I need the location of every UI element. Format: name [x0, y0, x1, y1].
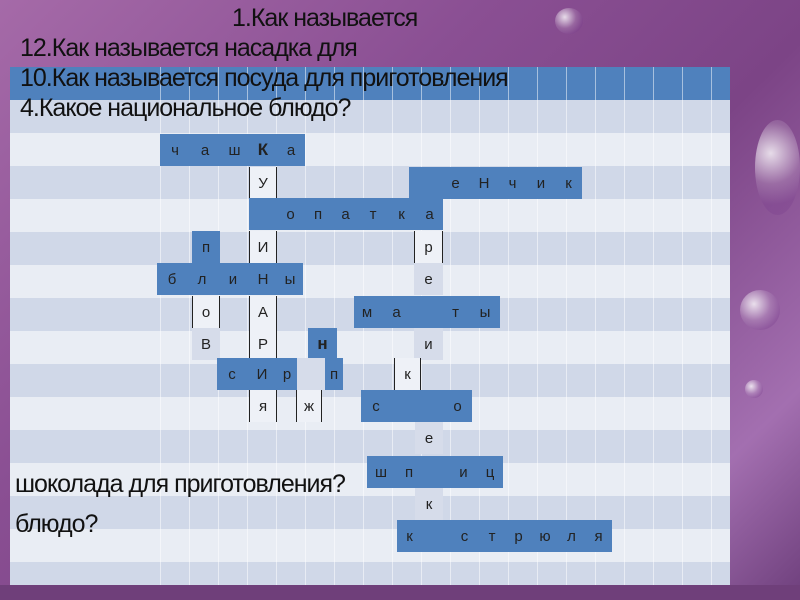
question-text: 12.Как называется насадка для: [20, 34, 358, 62]
question-text: шоколада для приготовления?: [15, 470, 346, 498]
crossword-cell[interactable]: [391, 390, 417, 422]
crossword-cell[interactable]: п: [304, 198, 332, 230]
crossword-cell[interactable]: ы: [277, 263, 303, 295]
water-drop: [555, 8, 583, 34]
crossword-cell[interactable]: Н: [249, 263, 277, 295]
question-text: блюдо?: [15, 510, 98, 538]
column-line: [653, 67, 654, 585]
crossword-cell[interactable]: я: [249, 390, 277, 422]
crossword-cell[interactable]: к: [415, 488, 443, 520]
column-line: [566, 67, 567, 585]
crossword-cell[interactable]: [297, 358, 325, 390]
crossword-cell[interactable]: а: [190, 134, 220, 166]
crossword-cell[interactable]: р: [505, 520, 532, 552]
crossword-cell[interactable]: м: [354, 296, 380, 328]
question-text: 4.Какое национальное блюдо?: [20, 94, 351, 122]
crossword-cell[interactable]: [409, 167, 441, 199]
crossword-cell[interactable]: б: [157, 263, 187, 295]
crossword-cell[interactable]: ю: [532, 520, 558, 552]
crossword-cell[interactable]: К: [249, 134, 277, 166]
table-band: [10, 166, 730, 199]
crossword-cell[interactable]: [417, 390, 443, 422]
column-line: [711, 67, 712, 585]
column-line: [247, 67, 248, 585]
crossword-cell[interactable]: к: [397, 520, 422, 552]
column-line: [305, 67, 306, 585]
column-line: [189, 67, 190, 585]
water-drop: [755, 120, 800, 215]
crossword-cell[interactable]: [249, 198, 277, 230]
crossword-cell[interactable]: а: [332, 198, 359, 230]
crossword-cell[interactable]: ш: [220, 134, 249, 166]
column-line: [508, 67, 509, 585]
water-drop: [740, 290, 780, 330]
crossword-cell[interactable]: а: [277, 134, 305, 166]
crossword-cell[interactable]: н: [308, 328, 337, 360]
table-band: [10, 496, 730, 529]
water-drop: [745, 380, 763, 398]
crossword-cell[interactable]: а: [380, 296, 413, 328]
crossword-cell[interactable]: ы: [470, 296, 500, 328]
crossword-cell[interactable]: ш: [367, 456, 395, 488]
slide-bottom-band: [0, 585, 800, 600]
column-line: [537, 67, 538, 585]
crossword-cell[interactable]: о: [443, 390, 472, 422]
crossword-cell[interactable]: с: [217, 358, 247, 390]
question-text: 10.Как называется посуда для приготовлен…: [20, 64, 509, 92]
crossword-cell[interactable]: к: [394, 358, 421, 390]
crossword-cell[interactable]: р: [277, 358, 297, 390]
crossword-cell[interactable]: и: [527, 167, 555, 199]
crossword-cell[interactable]: [422, 520, 450, 552]
crossword-cell[interactable]: а: [416, 198, 443, 230]
crossword-cell[interactable]: У: [249, 167, 277, 199]
crossword-cell[interactable]: с: [450, 520, 479, 552]
column-line: [682, 67, 683, 585]
crossword-cell[interactable]: И: [249, 231, 277, 263]
column-line: [334, 67, 335, 585]
crossword-cell[interactable]: к: [555, 167, 582, 199]
crossword-cell[interactable]: п: [395, 456, 423, 488]
table-header: [10, 67, 730, 100]
crossword-cell[interactable]: л: [558, 520, 585, 552]
crossword-cell[interactable]: я: [585, 520, 612, 552]
crossword-cell[interactable]: И: [247, 358, 277, 390]
crossword-cell[interactable]: к: [387, 198, 416, 230]
table-band: [10, 232, 730, 265]
crossword-cell[interactable]: В: [192, 328, 220, 360]
crossword-cell[interactable]: [423, 456, 450, 488]
crossword-cell[interactable]: [413, 296, 441, 328]
crossword-cell[interactable]: с: [361, 390, 391, 422]
crossword-cell[interactable]: о: [277, 198, 304, 230]
question-text: 1.Как называется: [232, 4, 418, 32]
crossword-cell[interactable]: ц: [477, 456, 503, 488]
crossword-cell[interactable]: ж: [296, 390, 322, 422]
crossword-cell[interactable]: ч: [160, 134, 190, 166]
crossword-cell[interactable]: л: [187, 263, 217, 295]
crossword-cell[interactable]: т: [359, 198, 387, 230]
crossword-cell[interactable]: е: [415, 422, 443, 454]
crossword-cell[interactable]: о: [192, 296, 220, 328]
crossword-cell[interactable]: т: [479, 520, 505, 552]
crossword-cell[interactable]: ч: [498, 167, 527, 199]
column-line: [160, 67, 161, 585]
crossword-cell[interactable]: и: [450, 456, 477, 488]
crossword-cell[interactable]: А: [249, 296, 277, 328]
crossword-cell[interactable]: и: [217, 263, 249, 295]
crossword-cell[interactable]: Р: [249, 328, 277, 360]
crossword-cell[interactable]: п: [192, 231, 220, 263]
crossword-cell[interactable]: р: [414, 231, 443, 263]
crossword-cell[interactable]: и: [414, 328, 443, 360]
crossword-cell[interactable]: Н: [470, 167, 498, 199]
column-line: [624, 67, 625, 585]
crossword-cell[interactable]: е: [441, 167, 470, 199]
crossword-cell[interactable]: т: [441, 296, 470, 328]
crossword-cell[interactable]: е: [414, 263, 443, 295]
crossword-cell[interactable]: п: [325, 358, 343, 390]
table-band: [10, 100, 730, 133]
column-line: [595, 67, 596, 585]
